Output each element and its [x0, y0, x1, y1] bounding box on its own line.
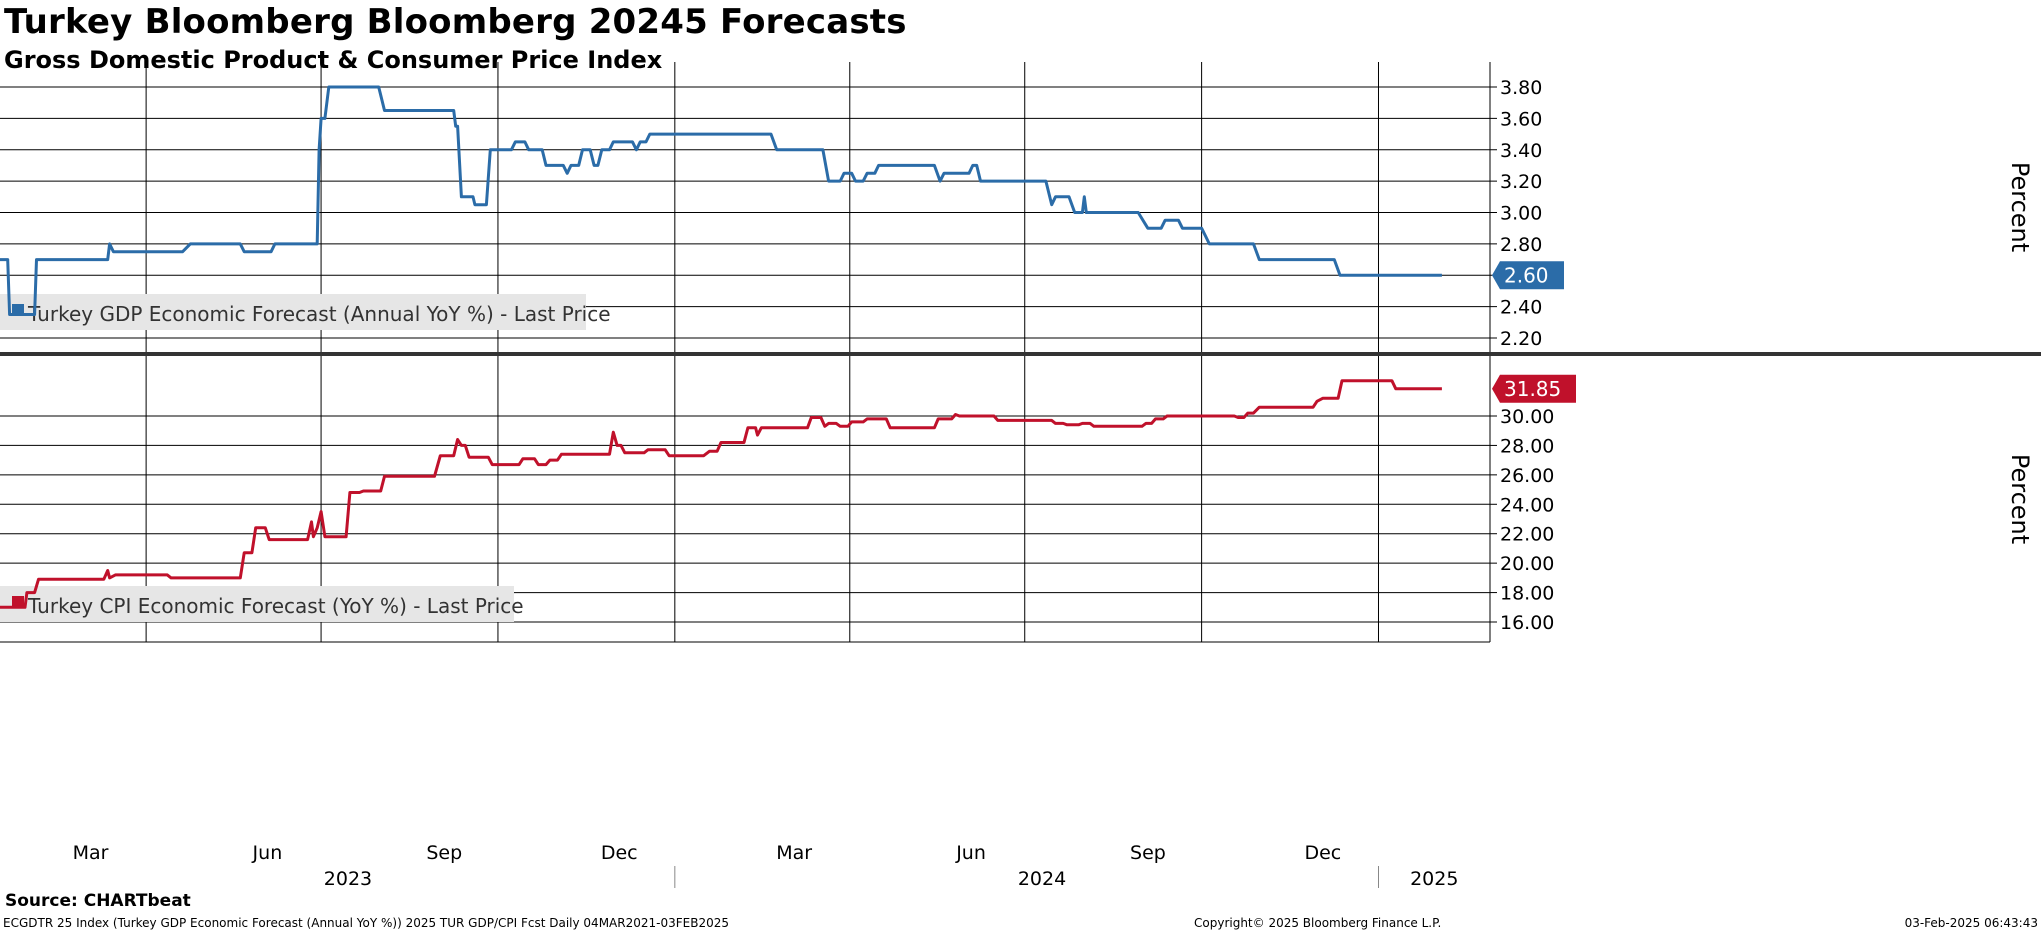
panel-separator — [0, 352, 2041, 356]
x-year-label: 2023 — [324, 868, 372, 890]
chart-subtitle: Gross Domestic Product & Consumer Price … — [4, 46, 663, 74]
cpi-series-line — [0, 379, 1442, 609]
gdp-series-line — [0, 85, 1442, 316]
gdp-tick-label: 3.80 — [1500, 77, 1542, 99]
x-month-label: Sep — [426, 842, 462, 864]
gdp-last-value-tag — [1492, 261, 1564, 290]
cpi-last-value-tag — [1492, 374, 1576, 403]
x-month-label: Dec — [1304, 842, 1341, 864]
cpi-tick-label: 30.00 — [1500, 406, 1554, 428]
gdp-tick-label: 2.40 — [1500, 297, 1542, 319]
cpi-legend-box — [0, 586, 514, 622]
copyright-note: Copyright© 2025 Bloomberg Finance L.P. — [1194, 916, 1442, 930]
gdp-tick-label: 2.20 — [1500, 328, 1542, 350]
cpi-y-axis-label: Percent — [2006, 454, 2034, 544]
cpi-tick-label: 20.00 — [1500, 553, 1554, 575]
x-year-label: 2025 — [1410, 868, 1458, 890]
gdp-tick-label: 3.60 — [1500, 108, 1542, 130]
gdp-tick-label: 3.40 — [1500, 140, 1542, 162]
x-month-label: Mar — [73, 842, 109, 864]
gdp-tick-label: 3.00 — [1500, 203, 1542, 225]
cpi-tick-label: 18.00 — [1500, 583, 1554, 605]
cpi-tick-label: 22.00 — [1500, 524, 1554, 546]
gdp-y-axis-label: Percent — [2006, 162, 2034, 252]
gdp-last-value-label: 2.60 — [1504, 263, 1549, 287]
source-note: Source: CHARTbeat — [5, 891, 191, 911]
gdp-legend-label: Turkey GDP Economic Forecast (Annual YoY… — [27, 302, 611, 326]
ticker-description: ECGDTR 25 Index (Turkey GDP Economic For… — [3, 916, 729, 930]
cpi-tick-label: 16.00 — [1500, 612, 1554, 634]
x-month-label: Sep — [1130, 842, 1166, 864]
timestamp: 03-Feb-2025 06:43:43 — [1904, 916, 2038, 930]
cpi-last-value-label: 31.85 — [1504, 377, 1561, 401]
x-month-label: Jun — [252, 842, 283, 864]
cpi-tick-label: 28.00 — [1500, 435, 1554, 457]
cpi-legend-label: Turkey CPI Economic Forecast (YoY %) - L… — [27, 594, 524, 618]
x-month-label: Jun — [955, 842, 986, 864]
x-month-label: Mar — [776, 842, 812, 864]
cpi-legend-swatch — [12, 596, 24, 608]
chart-title: Turkey Bloomberg Bloomberg 20245 Forecas… — [4, 2, 907, 42]
x-year-label: 2024 — [1018, 868, 1066, 890]
gdp-tick-label: 2.80 — [1500, 234, 1542, 256]
cpi-tick-label: 26.00 — [1500, 465, 1554, 487]
gdp-tick-label: 3.20 — [1500, 171, 1542, 193]
gdp-legend-box — [0, 294, 586, 330]
cpi-tick-label: 24.00 — [1500, 494, 1554, 516]
x-month-label: Dec — [601, 842, 638, 864]
